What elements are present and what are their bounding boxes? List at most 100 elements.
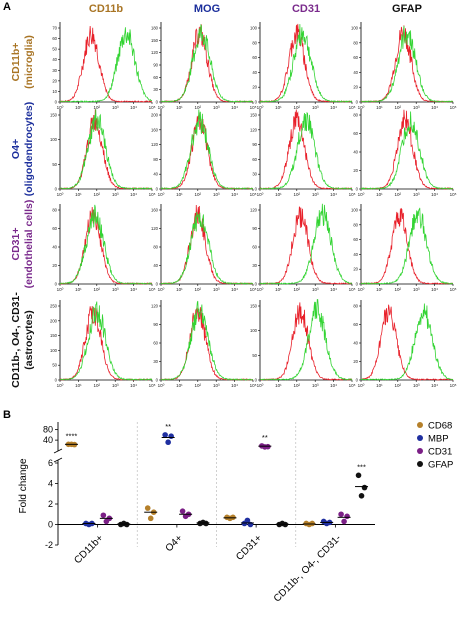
column-header: MOG [194, 3, 220, 15]
y-tick-label: 20 [353, 359, 358, 364]
x-tick-label: 10² [195, 287, 202, 292]
y-tick-label: 150 [151, 38, 159, 43]
y-tick-label: 30 [252, 172, 257, 177]
data-point [144, 505, 151, 511]
x-tick-label: 10⁴ [330, 383, 337, 388]
x-tick-label: 10⁵ [149, 287, 156, 292]
legend: CD68 MBP CD31 GFAP [417, 421, 453, 471]
data-point [355, 472, 362, 479]
y-tick-label: 20 [52, 263, 57, 268]
x-tick-label: 10³ [413, 287, 420, 292]
x-tick-label: 10¹ [176, 105, 183, 110]
x-tick-label: 10⁵ [149, 105, 156, 110]
y-tick-label: 80 [252, 40, 257, 45]
y-tick-label: 20 [353, 168, 358, 173]
histogram-panel: 0 20 40 60 80 100 10⁰ 10¹ 10² 10³ 10⁴ 10⁵ [351, 22, 457, 110]
x-tick-label: 10⁰ [57, 105, 64, 110]
x-tick-label: 10⁴ [231, 383, 238, 388]
data-point [147, 515, 154, 522]
y-tick-label: 0 [255, 100, 258, 105]
data-point [179, 508, 186, 514]
y-tick-label: 60 [353, 131, 358, 136]
y-tick-label: 120 [250, 127, 258, 132]
data-point [100, 512, 107, 519]
y-tick-label: 120 [151, 226, 159, 231]
x-tick-label: 10³ [413, 105, 420, 110]
y-tick-label: 0 [156, 100, 159, 105]
histogram-trace [259, 23, 353, 103]
row-label-line2: (oligodendrocytes) [23, 102, 35, 197]
y-axis-label-group: Fold change [18, 458, 29, 513]
histogram-trace [59, 206, 153, 285]
column-headers: CD11b MOG CD31 GFAP [89, 3, 422, 15]
y-tick-label: 80 [43, 425, 53, 435]
y-tick-label: 30 [153, 359, 158, 364]
histogram-panel: 0 50 100 150 200 250 10⁰ 10¹ 10² 10³ 10⁴ 10⁵ [50, 300, 156, 388]
y-tick-label: 60 [353, 55, 358, 60]
y-tick-label: 70 [52, 26, 57, 31]
histogram-trace [259, 24, 353, 103]
significance-label: ** [262, 433, 268, 442]
y-tick-label: 40 [52, 245, 57, 250]
y-tick-label: 80 [153, 157, 158, 162]
y-tick-label: 60 [353, 322, 358, 327]
y-tick-label: 80 [353, 40, 358, 45]
x-tick-label: 10¹ [275, 287, 282, 292]
y-tick-label: 40 [252, 70, 257, 75]
x-tick-label: 10³ [312, 383, 319, 388]
x-tick-label: 10⁵ [250, 192, 257, 197]
x-tick-label: 10¹ [176, 192, 183, 197]
x-tick-label: 10² [94, 383, 101, 388]
histogram-trace [259, 111, 353, 190]
y-tick-label: 40 [43, 435, 53, 445]
y-tick-label: 40 [153, 263, 158, 268]
x-tick-label: 10⁰ [257, 287, 264, 292]
y-tick-label: 0 [55, 100, 58, 105]
x-tick-label: 10⁰ [57, 383, 64, 388]
histogram-panel: 0 20 40 60 80 10⁰ 10¹ 10² 10³ 10⁴ 10⁵ [353, 300, 457, 388]
data-point [358, 493, 365, 499]
y-tick-label: 90 [252, 142, 257, 147]
x-tick-label: 10¹ [75, 383, 82, 388]
y-tick-label: 40 [353, 252, 358, 257]
histogram-trace [360, 207, 454, 285]
x-tick-label: 10⁰ [158, 105, 165, 110]
data-point [338, 511, 344, 518]
y-tick-label: 120 [250, 208, 258, 213]
data-point [162, 432, 168, 438]
x-tick-label: 10² [94, 287, 101, 292]
x-tick-label: 10⁰ [358, 287, 365, 292]
axis-break-mark [53, 457, 63, 463]
row-labels: CD11b+ (microglia) O4+ (oligodendrocytes) CD… [10, 35, 35, 388]
x-tick-label: 10³ [112, 287, 119, 292]
legend-entry: GFAP [428, 460, 453, 471]
y-tick-label: 30 [52, 68, 57, 73]
x-tick-label: O4+ [164, 533, 185, 554]
histogram-panel: 0 20 40 60 80 10⁰ 10¹ 10² 10³ 10⁴ 10⁵ [353, 109, 457, 197]
histogram-trace [259, 302, 353, 381]
y-tick-label: 160 [151, 208, 159, 213]
x-tick-label: 10² [195, 192, 202, 197]
x-tick-label: 10⁰ [358, 105, 365, 110]
y-tick-label: 80 [353, 113, 358, 118]
x-tick-label: 10³ [413, 192, 420, 197]
y-tick-label: 120 [151, 142, 159, 147]
y-tick-label: 0 [356, 282, 359, 287]
row-label-line2: (astrocytes) [23, 310, 35, 370]
x-tick-label: 10⁵ [349, 287, 356, 292]
y-tick-label: 10 [52, 89, 57, 94]
y-tick-label: 20 [52, 78, 57, 83]
panel-a: A CD11b MOG CD31 GFAP CD11b+ (microglia)O4+(… [3, 1, 457, 388]
y-tick-label: 50 [252, 353, 257, 358]
data-point [344, 513, 350, 520]
legend-marker [417, 461, 423, 467]
y-tick-label: 0 [156, 378, 159, 383]
x-tick-label: 10⁴ [231, 287, 238, 292]
data-point [230, 514, 236, 521]
y-tick-label: 30 [252, 263, 257, 268]
column-header: GFAP [392, 3, 422, 15]
y-tick-label: 60 [353, 237, 358, 242]
histogram-trace [160, 24, 254, 103]
histogram-trace [160, 109, 254, 190]
